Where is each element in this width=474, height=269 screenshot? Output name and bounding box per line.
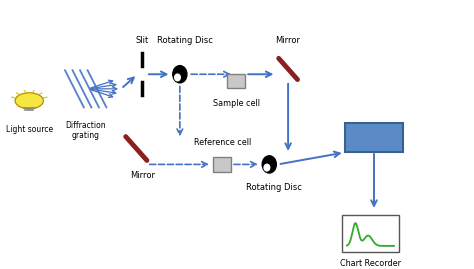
- FancyBboxPatch shape: [213, 157, 231, 172]
- Text: Reference cell: Reference cell: [193, 137, 251, 147]
- Text: Mirror: Mirror: [275, 36, 301, 45]
- Text: Mirror: Mirror: [130, 171, 155, 180]
- Text: Slit: Slit: [136, 36, 149, 45]
- Text: Sample cell: Sample cell: [213, 99, 260, 108]
- Ellipse shape: [173, 66, 187, 83]
- Circle shape: [15, 93, 43, 109]
- Text: Rotating Disc: Rotating Disc: [246, 183, 302, 192]
- Ellipse shape: [262, 156, 276, 173]
- FancyBboxPatch shape: [228, 74, 245, 88]
- Ellipse shape: [264, 164, 270, 171]
- Text: Chart Recorder: Chart Recorder: [340, 259, 401, 268]
- FancyBboxPatch shape: [345, 123, 403, 153]
- Text: Diffraction
grating: Diffraction grating: [65, 121, 106, 140]
- FancyBboxPatch shape: [342, 215, 399, 252]
- Text: Rotating Disc: Rotating Disc: [156, 36, 212, 45]
- Text: Detector: Detector: [348, 133, 400, 143]
- Text: Light source: Light source: [6, 125, 53, 134]
- Ellipse shape: [175, 74, 180, 81]
